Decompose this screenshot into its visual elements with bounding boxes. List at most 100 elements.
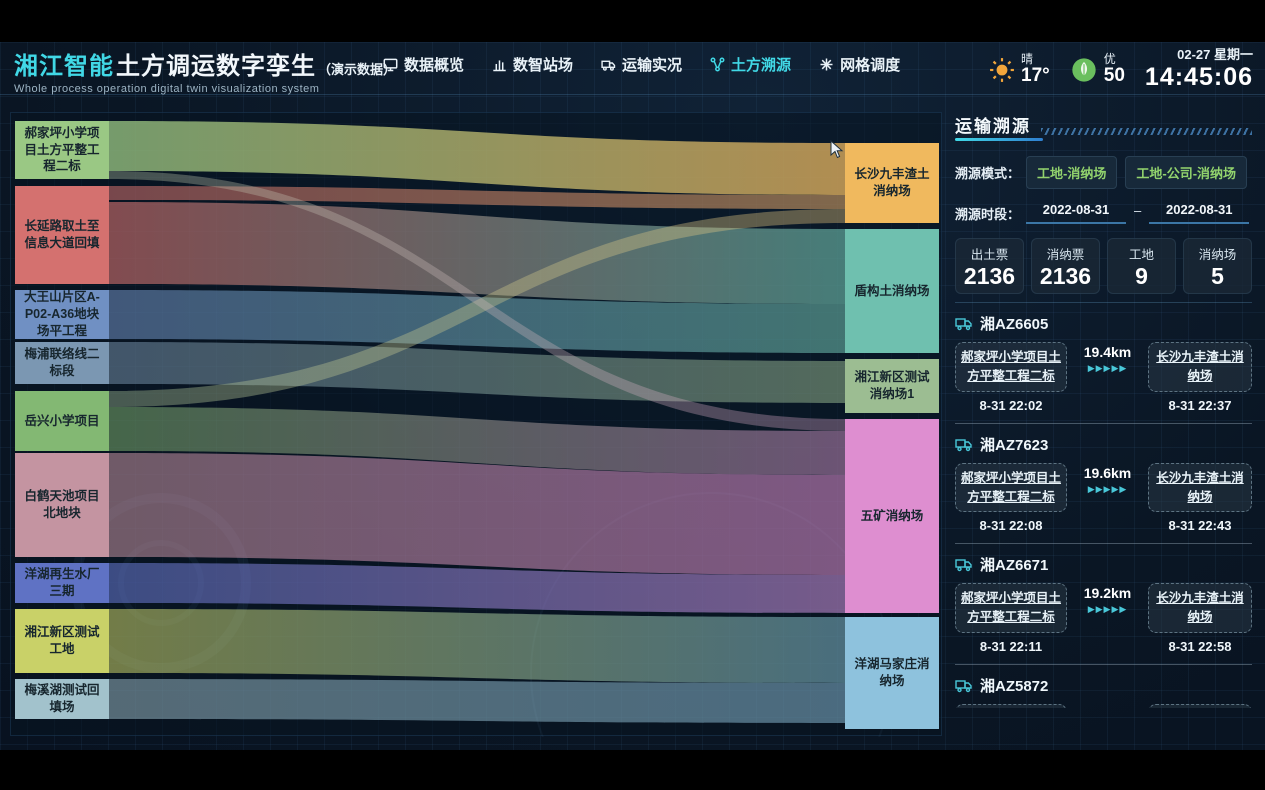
trip-times-row: 8-31 22:11 8-31 22:58 [955,639,1252,654]
trip-depart-time: 8-31 22:08 [979,518,1043,534]
trip-destination-link[interactable]: 长沙九丰渣土消纳场 [1148,703,1252,708]
trip-divider [955,663,1252,665]
truck-icon [955,559,972,572]
flow-arrows-icon: ▶▶▶▶▶ [1087,604,1128,615]
sankey-node-left-meipu[interactable]: 梅浦联络线二标段 [15,342,109,384]
trip-distance-block: 20.3km▶▶▶▶▶ [1075,704,1141,708]
trip-distance: 19.4km [1083,344,1132,361]
trip-origin-link[interactable]: 郝家坪小学项目土方平整工程二标 [955,342,1067,392]
nav-item-earthwork-trace[interactable]: 土方溯源 [710,54,791,75]
sankey-node-left-yuexing[interactable]: 岳兴小学项目 [15,391,109,451]
sankey-node-left-changyanlu[interactable]: 长延路取土至信息大道回填 [15,186,109,284]
truck-icon [601,60,616,71]
trip-item[interactable]: 湘AZ6605 郝家坪小学项目土方平整工程二标 19.4km ▶▶▶▶▶ 长沙九丰渣土消… [955,303,1252,424]
panel-title-row: 运输溯源 [955,112,1252,143]
trip-origin-link[interactable]: 郝家坪小学项目土方平整工程二标 [955,583,1067,633]
trip-item[interactable]: 湘AZ5872 郝家坪小学项目土方平整工程二标 20.3km▶▶▶▶▶ 长沙九丰渣土消… [955,665,1252,708]
sankey-node-right-xjxq_dump[interactable]: 湘江新区测试消纳场1 [845,359,939,413]
trip-distance-block: 19.2km ▶▶▶▶▶ [1075,583,1141,615]
trip-arrive-time: 8-31 22:37 [1168,397,1232,413]
sankey-link-yuexing-jiufeng [109,209,845,407]
truck-plate: 湘AZ7623 [980,436,1049,454]
sankey-node-right-dungou[interactable]: 盾构土消纳场 [845,229,939,353]
trip-item[interactable]: 湘AZ7623 郝家坪小学项目土方平整工程二标 19.6km ▶▶▶▶▶ 长沙九丰渣土消… [955,424,1252,545]
date-to-input[interactable]: 2022-08-31 [1149,202,1250,224]
mode-site-company-dump-button[interactable]: 工地-公司-消纳场 [1125,156,1248,189]
trip-depart-time: 8-31 22:11 [979,638,1043,654]
sankey-node-left-dawangshan[interactable]: 大王山片区A-P02-A36地块场平工程 [15,290,109,339]
stat-label: 出土票 [970,248,1009,262]
mode-site-dump-button[interactable]: 工地-消纳场 [1026,156,1118,189]
stat-value: 5 [1211,263,1224,289]
sankey-link-dawangshan-dungou [109,290,845,353]
trip-plate-row: 湘AZ6605 [955,313,1252,334]
nav-item-label: 数智站场 [513,57,574,74]
stat-label: 消纳票 [1046,248,1085,262]
date-range-separator: – [1134,203,1142,218]
trip-distance: 19.2km [1083,585,1132,602]
trip-arrive-time: 8-31 22:58 [1168,638,1232,654]
stats-row: 出土票 2136 消纳票 2136 工地 9 消纳场 5 [955,238,1252,295]
trip-origin-link[interactable]: 郝家坪小学项目土方平整工程二标 [955,462,1067,513]
truck-icon [955,680,972,693]
nav-item-transport-live[interactable]: 运输实况 [601,54,682,75]
trip-distance: 20.3km [1075,706,1141,708]
sankey-node-left-yanghushui[interactable]: 洋湖再生水厂三期 [15,563,109,603]
app-title-accent: 湘江智能 [14,53,114,80]
nav-item-label: 土方溯源 [731,57,792,74]
stat-value: 2136 [963,263,1016,289]
transport-trace-panel: 运输溯源 溯源模式： 工地-消纳场 工地-公司-消纳场 溯源时段： 2022-0… [955,112,1252,708]
flow-arrows-icon: ▶▶▶▶▶ [1087,483,1128,494]
trace-mode-label: 溯源模式： [955,166,1021,181]
sankey-node-left-meixihu[interactable]: 梅溪湖测试回填场 [15,679,109,719]
truck-plate: 湘AZ5872 [980,677,1049,695]
date-from-input[interactable]: 2022-08-31 [1026,202,1127,224]
sankey-link-xjxq_site-majiazhuang [109,609,845,683]
header: 湘江智能 土方调运数字孪生 （演示数据） Whole process opera… [0,42,1265,95]
grid-icon [820,58,833,71]
nav-item-label: 数据概览 [404,57,465,74]
trip-origin-link[interactable]: 郝家坪小学项目土方平整工程二标 [955,703,1067,708]
sankey-node-right-majiazhuang[interactable]: 洋湖马家庄消纳场 [845,617,939,729]
sankey-node-left-xjxq_site[interactable]: 湘江新区测试工地 [15,609,109,673]
sankey-node-right-jiufeng[interactable]: 长沙九丰渣土消纳场 [845,143,939,223]
trip-destination-label: 长沙九丰渣土消纳场 [1156,470,1244,504]
panel-title-underline [955,138,1043,141]
trip-destination-link[interactable]: 长沙九丰渣土消纳场 [1148,462,1252,513]
nav-item-data-overview[interactable]: 数据概览 [383,54,464,75]
trip-route-row: 郝家坪小学项目土方平整工程二标 19.6km ▶▶▶▶▶ 长沙九丰渣土消纳场 [955,462,1252,513]
trip-times-row: 8-31 22:08 8-31 22:43 [955,518,1252,533]
nav-item-label: 网格调度 [840,57,901,74]
trip-destination-link[interactable]: 长沙九丰渣土消纳场 [1148,583,1252,633]
stat-label: 消纳场 [1198,248,1237,262]
trace-period-row: 溯源时段： 2022-08-31 – 2022-08-31 [955,202,1252,224]
sankey-node-left-haojiaping[interactable]: 郝家坪小学项目土方平整工程二标 [15,121,109,179]
trip-list[interactable]: 湘AZ6605 郝家坪小学项目土方平整工程二标 19.4km ▶▶▶▶▶ 长沙九丰渣土消… [955,302,1252,708]
main-nav: 数据概览 数智站场 运输实况 土方溯源 网格调度 [383,54,900,75]
air-quality-widget: 优 50 [1070,51,1125,87]
trip-origin-label: 郝家坪小学项目土方平整工程二标 [961,470,1062,504]
stat-label: 工地 [1128,248,1154,262]
sankey-node-left-baihe[interactable]: 白鹤天池项目北地块 [15,453,109,557]
nav-item-label: 运输实况 [622,57,683,74]
trip-destination-link[interactable]: 长沙九丰渣土消纳场 [1148,342,1252,392]
nav-item-grid-dispatch[interactable]: 网格调度 [819,54,900,75]
app-title-main: 土方调运数字孪生 [116,53,316,80]
app-subtitle: Whole process operation digital twin vis… [14,83,320,95]
air-level: 优 [1103,51,1116,66]
trip-plate-row: 湘AZ5872 [955,675,1252,696]
sankey-node-right-wukuang[interactable]: 五矿消纳场 [845,419,939,613]
trace-route-icon [710,57,725,72]
sun-icon [990,57,1014,82]
sankey-link-meixihu-majiazhuang [109,679,845,723]
trip-item[interactable]: 湘AZ6671 郝家坪小学项目土方平整工程二标 19.2km ▶▶▶▶▶ 长沙九丰渣土消… [955,544,1252,665]
sankey-link-changyanlu-jiufeng [109,186,845,209]
air-aqi: 50 [1103,64,1125,86]
trip-divider [955,422,1252,424]
dashboard-screen: 湘江智能 土方调运数字孪生 （演示数据） Whole process opera… [0,42,1265,750]
clock-widget: 02-27 星期一 14:45:06 [1145,47,1253,92]
trip-origin-label: 郝家坪小学项目土方平整工程二标 [961,350,1062,384]
trip-distance: 19.6km [1083,464,1132,481]
nav-item-stations[interactable]: 数智站场 [492,54,573,75]
